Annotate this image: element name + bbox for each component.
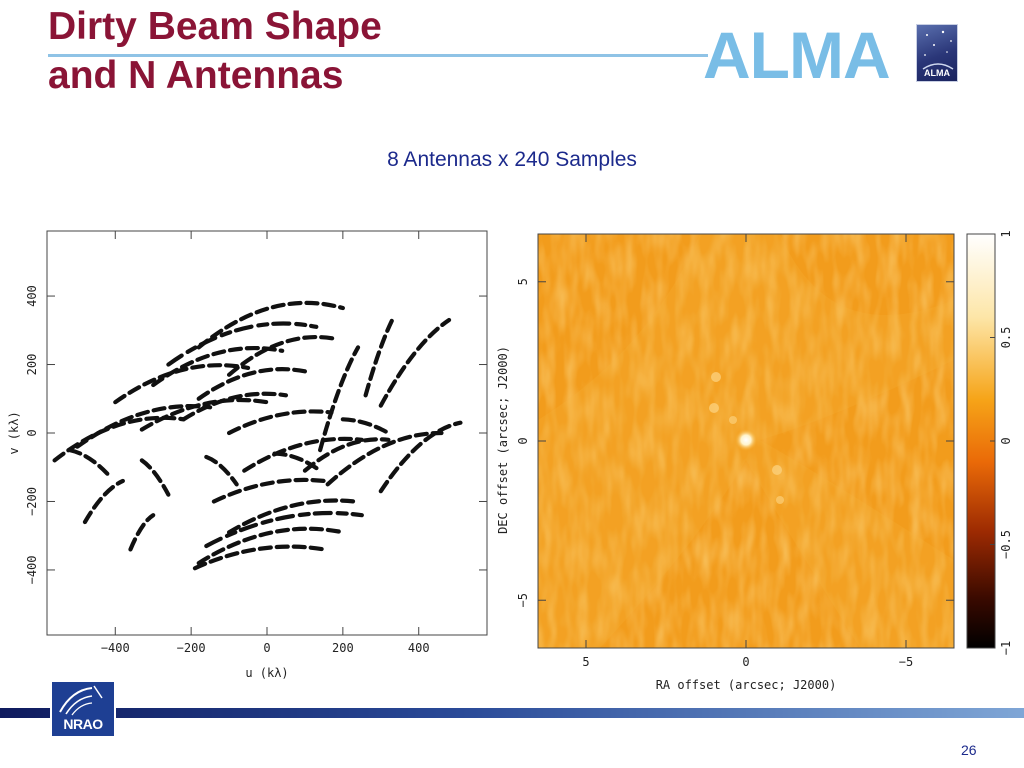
- uv-track: [378, 317, 452, 408]
- uv-track: [226, 334, 338, 377]
- uv-track: [204, 454, 239, 487]
- uv-track: [378, 420, 463, 494]
- beam-peak: [735, 429, 757, 451]
- uv-track: [139, 458, 171, 497]
- title-line-2: and N Antennas: [48, 54, 344, 97]
- title-line-1: Dirty Beam Shape: [48, 5, 382, 48]
- colorbar-tick-label: 1: [999, 230, 1013, 237]
- beam-xtick-label: 5: [582, 655, 589, 669]
- beam-sidelobe: [776, 496, 784, 504]
- uv-track: [211, 477, 326, 504]
- uv-xtick-label: 200: [332, 641, 354, 655]
- uv-track: [139, 397, 270, 432]
- uv-track: [204, 510, 364, 549]
- uv-track: [196, 300, 345, 350]
- alma-logo-text: ALMA: [703, 18, 891, 92]
- beam-sidelobe: [772, 465, 782, 475]
- uv-track: [272, 451, 323, 473]
- uv-track: [113, 363, 251, 405]
- uv-track: [67, 448, 110, 477]
- uv-xlabel: u (kλ): [245, 666, 288, 680]
- uv-xtick-label: −400: [101, 641, 130, 655]
- uv-plot-frame: [46, 230, 488, 636]
- uv-track: [363, 317, 395, 398]
- uv-track: [242, 436, 364, 473]
- uv-track: [128, 513, 156, 552]
- colorbar-tick-label: −1: [999, 641, 1013, 655]
- alma-badge-label: ALMA: [924, 68, 950, 78]
- uv-track: [192, 544, 326, 571]
- alma-badge-icon: ALMA: [916, 24, 958, 82]
- beam-xlabel: RA offset (arcsec; J2000): [656, 678, 837, 692]
- beam-xtick-label: 0: [742, 655, 749, 669]
- beam-ylabel: DEC offset (arcsec; J2000): [496, 346, 510, 534]
- uv-xtick-label: −200: [177, 641, 206, 655]
- uv-track: [318, 345, 361, 453]
- beam-ytick-label: 5: [516, 278, 530, 285]
- colorbar-tick-label: −0.5: [999, 530, 1013, 559]
- uv-track: [82, 478, 125, 525]
- beam-ytick-label: 0: [516, 437, 530, 444]
- colorbar-tick-label: 0.5: [999, 327, 1013, 349]
- beam-sidelobe: [711, 372, 721, 382]
- uv-track: [166, 321, 319, 367]
- uv-ytick-label: 200: [25, 354, 39, 376]
- uv-ytick-label: −400: [25, 555, 39, 584]
- footer-bar: [0, 708, 1024, 718]
- uv-ylabel: v (kλ): [7, 411, 21, 454]
- uv-track: [226, 409, 334, 436]
- uv-track: [325, 430, 444, 487]
- uv-xtick-label: 400: [408, 641, 430, 655]
- uv-track: [340, 417, 391, 436]
- uv-ytick-label: 0: [25, 429, 39, 436]
- dirty-beam-chart: 5 0 −5 5 0 −5 RA offset (arcsec; J2000) DEC o…: [492, 220, 1024, 700]
- nrao-logo-icon: NRAO: [50, 680, 116, 738]
- uv-track: [196, 367, 308, 401]
- uv-ytick-label: 400: [25, 285, 39, 307]
- beam-xtick-label: −5: [899, 655, 913, 669]
- uv-ytick-label: −200: [25, 487, 39, 516]
- nrao-logo-label: NRAO: [63, 716, 103, 732]
- uv-coverage-chart: −400 −200 0 200 400 −400 −200 0 200 400 u (kλ) v …: [0, 220, 495, 690]
- page-number: 26: [961, 742, 977, 758]
- slide-title: Dirty Beam Shape and N Antennas: [48, 2, 382, 100]
- uv-track: [196, 526, 345, 566]
- title-divider: [48, 54, 708, 57]
- uv-track: [181, 391, 289, 422]
- beam-ytick-label: −5: [516, 593, 530, 607]
- slide-subtitle: 8 Antennas x 240 Samples: [387, 148, 637, 171]
- uv-track: [226, 498, 357, 535]
- colorbar-tick-label: 0: [999, 437, 1013, 444]
- uv-xtick-label: 0: [263, 641, 270, 655]
- beam-sidelobe: [709, 403, 719, 413]
- beam-sidelobe: [729, 416, 737, 424]
